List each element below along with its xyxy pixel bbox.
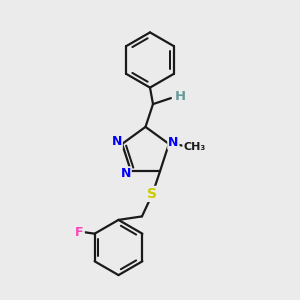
Text: S: S — [148, 187, 158, 201]
Text: H: H — [174, 90, 186, 103]
Text: CH₃: CH₃ — [183, 142, 206, 152]
Text: H: H — [173, 92, 184, 105]
Text: N: N — [112, 135, 122, 148]
Text: F: F — [75, 226, 84, 239]
Text: N: N — [168, 136, 178, 149]
Text: N: N — [121, 167, 131, 180]
